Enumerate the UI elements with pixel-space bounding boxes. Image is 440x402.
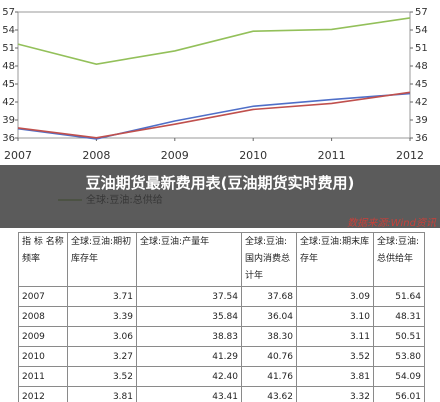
x-tick-label: 2008 (82, 149, 110, 162)
cell: 38.83 (136, 326, 242, 347)
cell: 40.76 (241, 346, 297, 367)
cell: 3.27 (67, 346, 137, 367)
x-tick-label: 2011 (318, 149, 346, 162)
y-tick-label: 36 (2, 133, 15, 144)
cell: 43.62 (241, 386, 297, 402)
cell: 50.51 (373, 326, 425, 347)
row-label: 2007 (18, 286, 68, 307)
table-row: 2010 3.27 41.29 40.76 3.52 53.80 (18, 346, 425, 367)
cell: 51.64 (373, 286, 425, 307)
source-note: 数据来源:Wind资讯 (347, 218, 436, 229)
row-label: 2008 (18, 306, 68, 327)
x-tick-label: 2010 (239, 149, 267, 162)
header-cell: 全球:豆油:产量年 (136, 232, 242, 287)
cell: 3.81 (67, 386, 137, 402)
cell: 3.11 (296, 326, 374, 347)
cell: 43.41 (136, 386, 242, 402)
y2-tick-label: 42 (415, 97, 428, 108)
cell: 56.01 (373, 386, 425, 402)
x-tick-label: 2012 (396, 149, 424, 162)
cell: 3.81 (296, 366, 374, 387)
table-row: 2009 3.06 38.83 38.30 3.11 50.51 (18, 326, 425, 347)
cell: 3.39 (67, 306, 137, 327)
cell: 3.71 (67, 286, 137, 307)
series-line (17, 91, 411, 139)
cell: 54.09 (373, 366, 425, 387)
y-tick-label: 51 (2, 43, 15, 54)
row-label: 2011 (18, 366, 68, 387)
cell: 37.54 (136, 286, 242, 307)
cell: 41.29 (136, 346, 242, 367)
cell: 53.80 (373, 346, 425, 367)
y2-tick-label: 54 (415, 25, 428, 36)
header-cell: 全球:豆油:国内消费总计年 (241, 232, 297, 287)
y2-tick-label: 45 (415, 79, 428, 90)
header-cell: 指 标 名称频率 (18, 232, 68, 287)
cell: 42.40 (136, 366, 242, 387)
y2-tick-label: 57 (415, 7, 428, 18)
y-tick-label: 48 (2, 61, 15, 72)
plot-frame (17, 11, 411, 139)
table-header-row: 指 标 名称频率 全球:豆油:期初库存年 全球:豆油:产量年 全球:豆油:国内消费总计… (18, 232, 425, 287)
y2-tick-label: 51 (415, 43, 428, 54)
y2-tick-label: 48 (415, 61, 428, 72)
data-table: 指 标 名称频率 全球:豆油:期初库存年 全球:豆油:产量年 全球:豆油:国内消费总计… (18, 232, 425, 402)
y-tick-label: 42 (2, 97, 15, 108)
cell: 3.06 (67, 326, 137, 347)
header-cell: 全球:豆油:总供给年 (373, 232, 425, 287)
x-tick-label: 2007 (4, 149, 32, 162)
cell: 3.10 (296, 306, 374, 327)
y-tick-label: 54 (2, 25, 15, 36)
cell: 37.68 (241, 286, 297, 307)
y-tick-label: 39 (2, 115, 15, 126)
y-tick-label: 45 (2, 79, 15, 90)
cell: 41.76 (241, 366, 297, 387)
cell: 3.52 (67, 366, 137, 387)
y2-tick-label: 39 (415, 115, 428, 126)
cell: 35.84 (136, 306, 242, 327)
cell: 48.31 (373, 306, 425, 327)
table-row: 2011 3.52 42.40 41.76 3.81 54.09 (18, 366, 425, 387)
series-line (17, 92, 411, 140)
header-cell: 全球:豆油:期初库存年 (67, 232, 137, 287)
chart: 36 39 42 45 48 51 54 57 36 39 42 45 48 51 54 57 2007 2008… (2, 7, 428, 206)
header-cell: 全球:豆油:期末库存年 (296, 232, 374, 287)
series-line (17, 17, 411, 65)
cell: 3.09 (296, 286, 374, 307)
y2-tick-label: 36 (415, 133, 428, 144)
row-label: 2009 (18, 326, 68, 347)
title: 豆油期货最新费用表(豆油期货实时费用) (85, 174, 355, 192)
table-row: 2008 3.39 35.84 36.04 3.10 48.31 (18, 306, 425, 327)
table-row: 2012 3.81 43.41 43.62 3.32 56.01 (18, 386, 425, 402)
y-tick-label: 57 (2, 7, 15, 18)
cell: 3.52 (296, 346, 374, 367)
row-label: 2012 (18, 386, 68, 402)
cell: 38.30 (241, 326, 297, 347)
cell: 3.32 (296, 386, 374, 402)
row-label: 2010 (18, 346, 68, 367)
table-row: 2007 3.71 37.54 37.68 3.09 51.64 (18, 286, 425, 307)
x-tick-label: 2009 (161, 149, 189, 162)
overlay (0, 165, 440, 228)
cell: 36.04 (241, 306, 297, 327)
